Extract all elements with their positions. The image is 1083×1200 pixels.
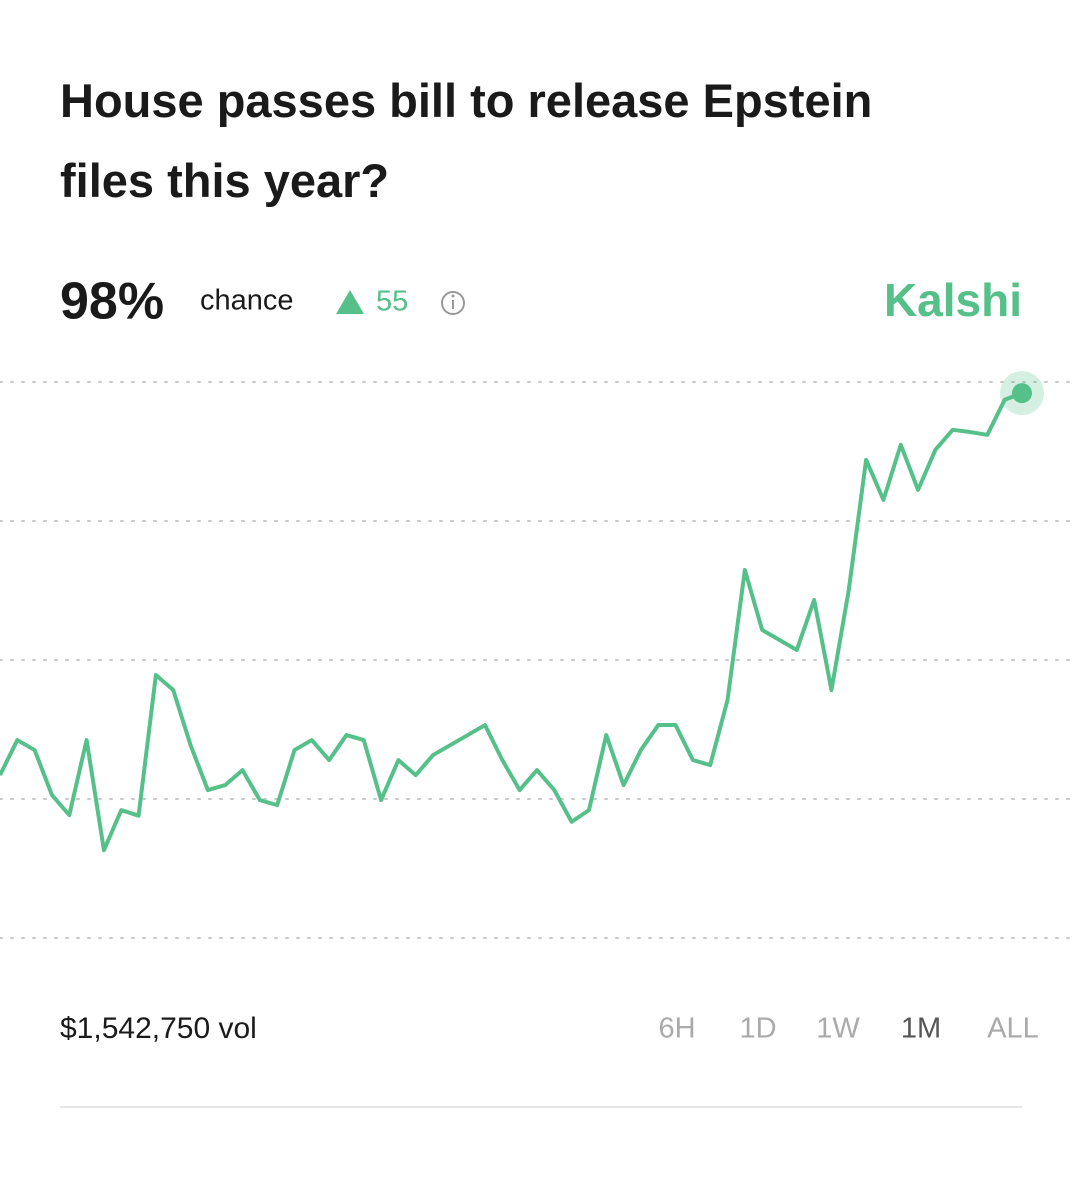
range-button[interactable]: ALL: [987, 1013, 1039, 1045]
range-button[interactable]: 6H: [658, 1013, 695, 1045]
range-button[interactable]: 1W: [816, 1013, 860, 1045]
title-line-1: House passes bill to release Epstein file…: [60, 74, 872, 207]
series-line: [0, 391, 1023, 853]
up-arrow: [336, 290, 364, 314]
volume: $1,542,750 vol: [60, 1012, 257, 1045]
chance-label: chance: [200, 285, 294, 317]
chance-value: 98%: [60, 273, 164, 331]
brand: Kalshi: [884, 274, 1022, 326]
info-icon[interactable]: [441, 291, 465, 315]
change: 55: [376, 286, 408, 318]
range-button[interactable]: 1D: [739, 1013, 776, 1045]
end-dot: [1012, 383, 1032, 404]
range-button[interactable]: 1M: [901, 1013, 941, 1045]
